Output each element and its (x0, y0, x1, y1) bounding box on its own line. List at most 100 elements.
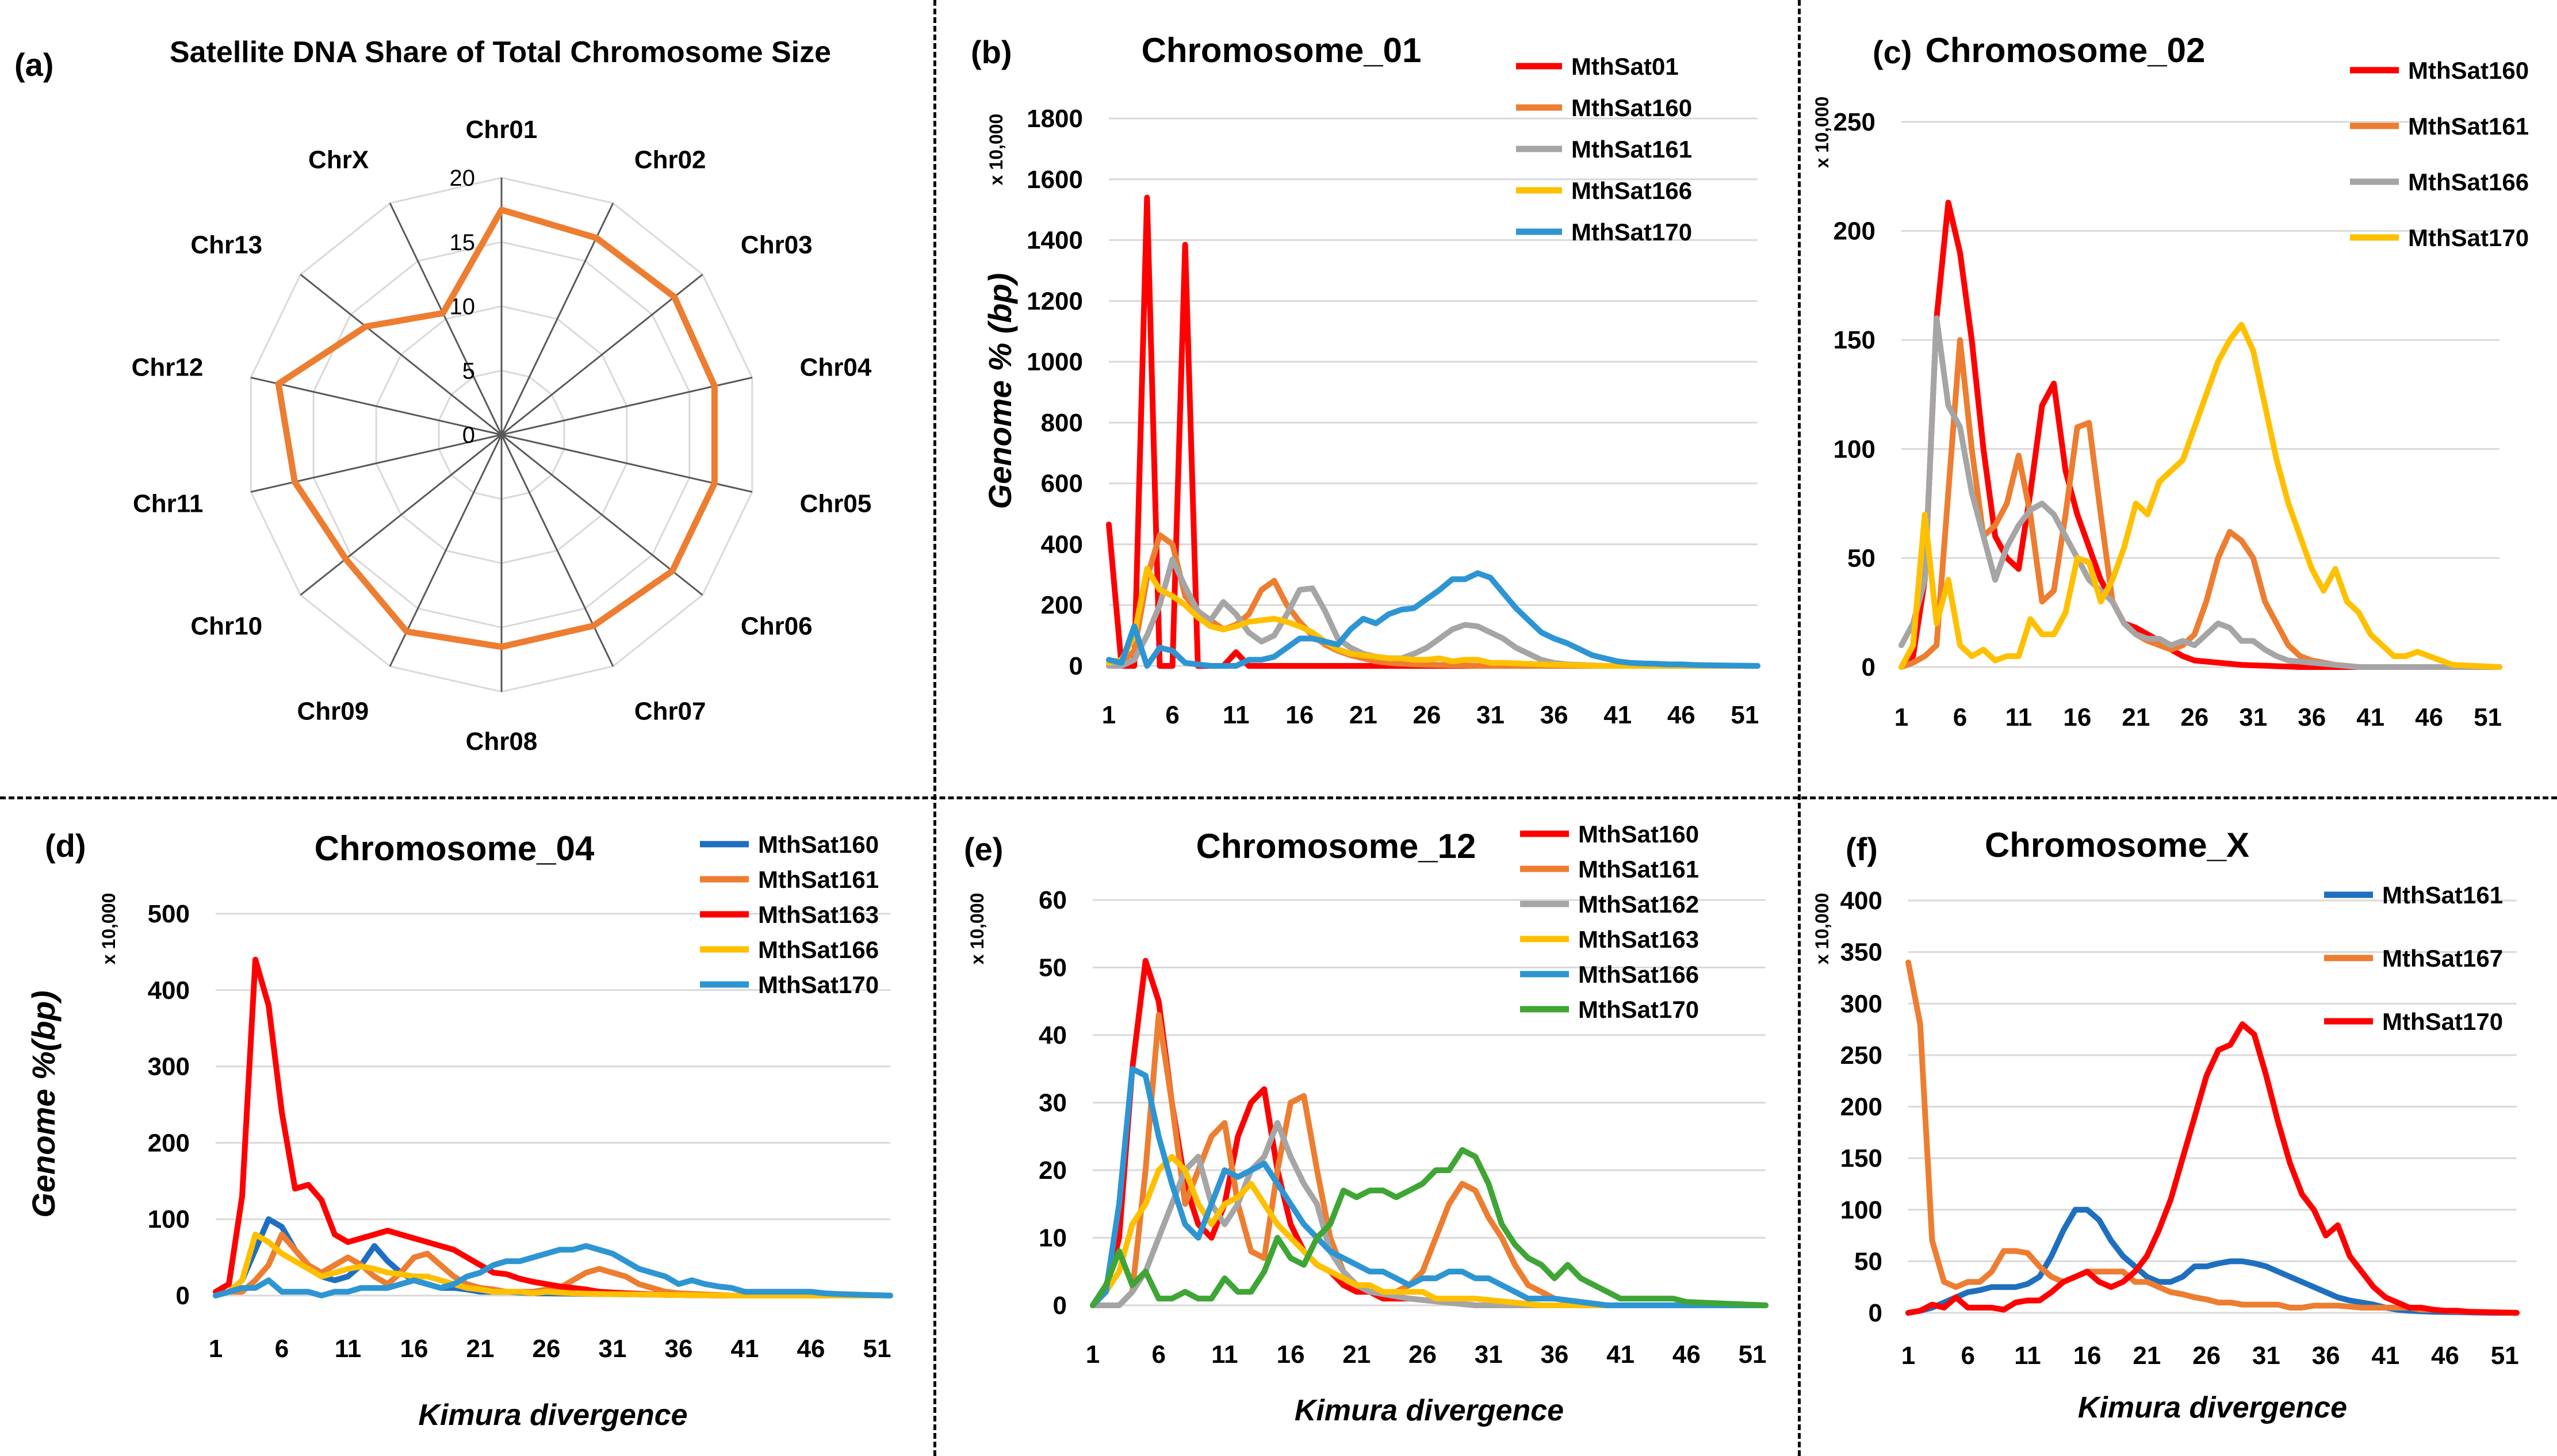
series-line-mthsat163 (1090, 1154, 1769, 1308)
series-line-mthsat170 (1898, 321, 2502, 670)
vertical-divider-right (1798, 0, 1801, 1456)
x-tick-label: 16 (1285, 701, 1314, 729)
x-tick-label: 1 (1102, 701, 1116, 729)
radar-category-label: Chr04 (800, 354, 872, 382)
y-tick-label: 200 (1840, 1093, 1882, 1121)
y-tick-label: 300 (148, 1053, 190, 1081)
series-line-mthsat167 (1905, 959, 2520, 1316)
x-tick-label: 31 (2252, 1342, 2280, 1370)
y-tick-label: 40 (1039, 1021, 1067, 1049)
x-tick-label: 16 (1277, 1340, 1305, 1369)
series-line-mthsat161 (1905, 1206, 2520, 1316)
legend: MthSat160 MthSat161 MthSat162 MthSat163 MthS… (1520, 821, 1699, 1023)
y-tick-label: 250 (1840, 1041, 1882, 1070)
legend-label: MthSat162 (1578, 891, 1699, 918)
x-tick-label: 21 (2122, 703, 2150, 731)
y-scale-note: x 10,000 (98, 893, 119, 965)
x-axis-title: Kimura divergence (2078, 1391, 2347, 1424)
y-tick-label: 500 (148, 900, 190, 928)
radar-category-label: Chr11 (133, 489, 203, 518)
y-axis-title: Genome %(bp) (25, 990, 62, 1217)
y-tick-label: 600 (1041, 470, 1083, 498)
chart-title: Chromosome_04 (315, 829, 595, 868)
x-tick-label: 51 (2474, 703, 2502, 731)
y-tick-label: 10 (1039, 1224, 1067, 1252)
y-tick-label: 200 (1833, 217, 1875, 246)
radar-category-label: ChrX (308, 146, 369, 174)
y-tick-label: 400 (148, 976, 190, 1005)
series-line-mthsat166 (213, 1231, 893, 1298)
legend-label: MthSat170 (2382, 1008, 2503, 1035)
chart-title: Chromosome_01 (1142, 31, 1422, 70)
y-scale-note: x 10,000 (986, 114, 1006, 186)
legend-label: MthSat160 (2408, 57, 2529, 84)
x-tick-label: 51 (1731, 701, 1759, 729)
x-tick-label: 31 (599, 1335, 627, 1363)
x-tick-label: 36 (2312, 1342, 2340, 1370)
x-tick-label: 16 (2073, 1342, 2102, 1370)
radar-tick-label: 0 (462, 423, 475, 448)
y-tick-label: 400 (1041, 530, 1083, 558)
x-tick-label: 41 (1606, 1340, 1635, 1369)
legend-label: MthSat01 (1571, 53, 1679, 80)
y-tick-label: 0 (1869, 1299, 1882, 1327)
series-line-mthsat160 (1898, 200, 2502, 670)
legend-label: MthSat161 (2408, 113, 2529, 140)
legend-label: MthSat167 (2382, 945, 2503, 972)
x-tick-label: 26 (533, 1335, 561, 1363)
legend-label: MthSat160 (1571, 94, 1692, 121)
y-tick-label: 1600 (1027, 166, 1083, 194)
panel-b-svg: (b) Chromosome_01 0 200 400 600 800 1000 1200 140… (971, 31, 1760, 729)
y-tick-label: 50 (1847, 544, 1875, 572)
radar-category-label: Chr07 (634, 697, 706, 725)
panel-label: (d) (45, 827, 86, 864)
y-tick-label: 0 (1069, 652, 1083, 680)
legend-label: MthSat161 (1571, 136, 1692, 163)
series-line-mthsat163 (213, 956, 893, 1298)
y-tick-label: 300 (1840, 990, 1882, 1018)
legend-label: MthSat166 (758, 936, 879, 963)
x-tick-label: 6 (1151, 1340, 1165, 1369)
radar-tick-label: 15 (450, 230, 476, 255)
radar-category-label: Chr06 (741, 612, 813, 641)
legend-label: MthSat166 (1578, 961, 1699, 988)
panel-a: (a) Satellite DNA Share of Total Chromoso… (0, 0, 932, 794)
y-tick-label: 1000 (1027, 348, 1083, 376)
vertical-divider-left (933, 0, 936, 1456)
legend-label: MthSat161 (2382, 882, 2503, 909)
radar-category-label: Chr05 (800, 489, 872, 518)
series-line-mthsat161 (1106, 556, 1760, 669)
radar-category-label: Chr02 (634, 146, 706, 174)
legend-label: MthSat170 (758, 971, 879, 998)
series-line-mthsat160 (1106, 532, 1760, 669)
x-tick-label: 6 (1165, 701, 1179, 729)
legend-label: MthSat166 (1571, 177, 1692, 204)
radar-spoke (389, 202, 503, 435)
series-line-mthsat170 (1090, 1147, 1769, 1308)
x-tick-label: 11 (2014, 1342, 2041, 1370)
x-tick-label: 26 (1413, 701, 1441, 729)
y-tick-label: 100 (1833, 435, 1875, 463)
radar-spoke (250, 377, 502, 436)
x-tick-label: 1 (1086, 1340, 1100, 1369)
y-tick-label: 50 (1854, 1247, 1882, 1275)
y-tick-label: 150 (1840, 1144, 1882, 1173)
x-tick-label: 36 (665, 1335, 693, 1363)
legend-label: MthSat170 (1571, 219, 1692, 246)
panel-label: (c) (1873, 34, 1912, 70)
x-tick-label: 16 (2063, 703, 2091, 731)
panel-b: (b) Chromosome_01 0 200 400 600 800 1000 1200 140… (936, 0, 1797, 794)
y-scale-note: x 10,000 (1812, 893, 1832, 965)
chart-title: Chromosome_02 (1926, 31, 2206, 70)
x-tick-label: 51 (863, 1335, 891, 1363)
panel-c: (c) Chromosome_02 0 50 100 150 200 250 1 6 11 16 21 2… (1801, 0, 2557, 794)
radar-category-label: Chr08 (466, 727, 538, 756)
y-tick-label: 100 (1840, 1196, 1882, 1224)
y-tick-label: 1200 (1027, 287, 1083, 315)
x-tick-label: 21 (1342, 1340, 1371, 1369)
legend: MthSat161 MthSat167 MthSat170 (2324, 882, 2503, 1035)
radar-spoke (501, 434, 753, 493)
legend-label: MthSat161 (1578, 856, 1699, 883)
